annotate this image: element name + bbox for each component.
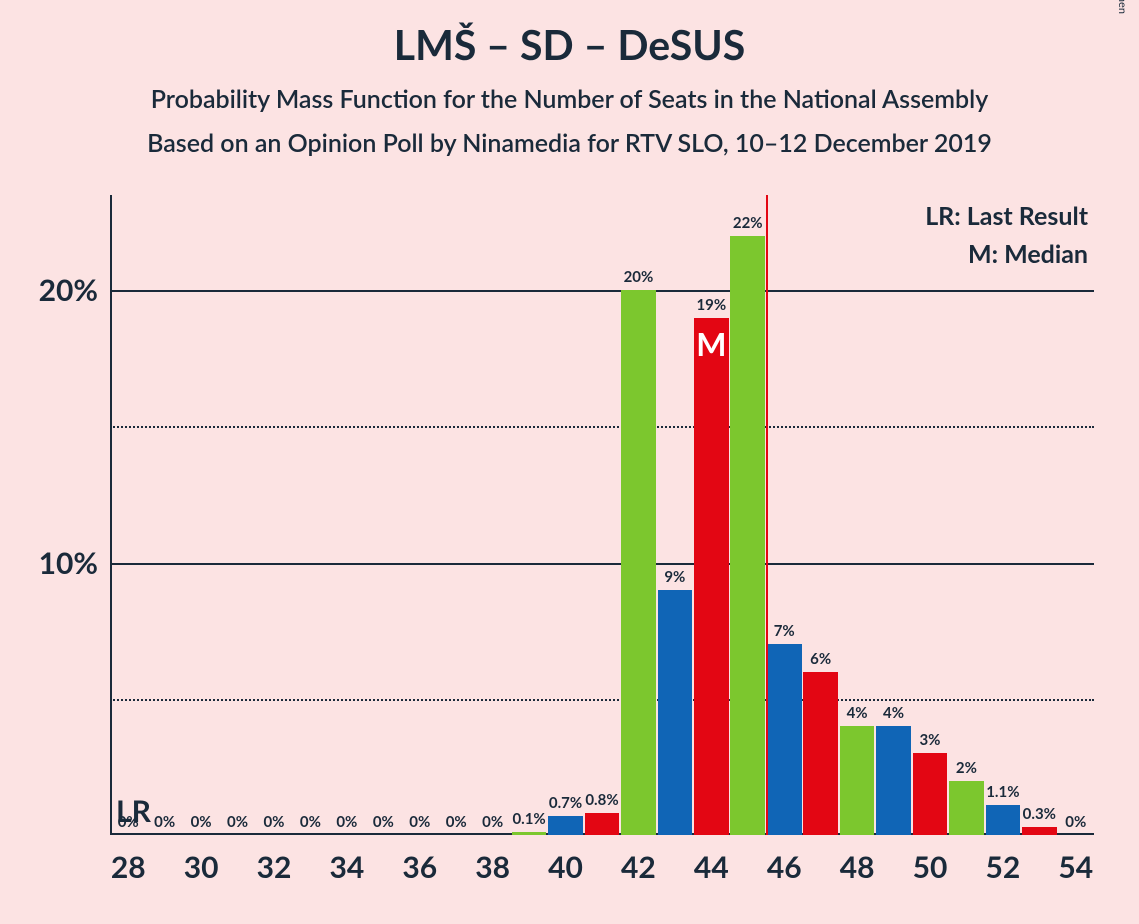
chart-subtitle-1: Probability Mass Function for the Number… [0, 84, 1139, 114]
bar-label: 0% [373, 813, 394, 831]
x-tick-label: 46 [767, 849, 802, 885]
bar-label: 19% [696, 296, 726, 314]
chart-subtitle-2: Based on an Opinion Poll by Ninamedia fo… [0, 128, 1139, 158]
bar: 1.1% [986, 805, 1021, 835]
bar: 9% [658, 590, 693, 835]
bar: 0.8% [585, 813, 620, 835]
bar-label: 0% [263, 813, 284, 831]
bar-label: 1.1% [986, 783, 1019, 801]
bar-label: 0% [482, 813, 503, 831]
gridline-minor [110, 699, 1094, 701]
bar: 7% [767, 644, 802, 835]
bar-label: 4% [847, 704, 868, 722]
x-tick-label: 54 [1058, 849, 1093, 885]
bar-label: 0.1% [512, 810, 545, 828]
x-tick-label: 36 [402, 849, 437, 885]
bar: 22% [730, 236, 765, 835]
bar-label: 20% [624, 268, 654, 286]
bar-label: 0% [446, 813, 467, 831]
gridline-major [110, 563, 1094, 565]
bar: 2% [949, 781, 984, 835]
x-tick-label: 50 [913, 849, 948, 885]
x-tick-label: 34 [329, 849, 364, 885]
bar-label: 0.3% [1023, 805, 1056, 823]
bar-label: 0% [227, 813, 248, 831]
x-tick-label: 32 [257, 849, 292, 885]
y-tick-label: 20% [39, 272, 98, 308]
median-vertical-line [766, 195, 768, 835]
bar-label: 3% [919, 731, 940, 749]
gridline-major [110, 290, 1094, 292]
bar: 20% [621, 290, 656, 835]
bar: 6% [803, 672, 838, 835]
bar-label: 0% [409, 813, 430, 831]
x-tick-label: 44 [694, 849, 729, 885]
credits-text: © 2019 Filip van Laenen [1116, 0, 1129, 14]
x-tick-label: 52 [985, 849, 1020, 885]
bar-label: 22% [733, 214, 763, 232]
bar-label: 0% [191, 813, 212, 831]
x-tick-label: 38 [475, 849, 510, 885]
bar-label: 0% [336, 813, 357, 831]
gridline-minor [110, 426, 1094, 428]
chart-container: { "title": "LMŠ – SD – DeSUS", "subtitle… [0, 0, 1139, 924]
x-tick-label: 40 [548, 849, 583, 885]
bar-label: 6% [810, 650, 831, 668]
bar-label: 0% [1065, 813, 1086, 831]
median-marker: M [696, 324, 726, 363]
last-result-label: LR [116, 793, 151, 829]
x-tick-label: 42 [621, 849, 656, 885]
bar-label: 0% [154, 813, 175, 831]
bar-label: 2% [956, 759, 977, 777]
bar: 0.1% [512, 832, 547, 835]
legend-median: M: Median [968, 239, 1088, 269]
bar-label: 7% [774, 622, 795, 640]
bar: 4% [876, 726, 911, 835]
y-tick-label: 10% [39, 545, 98, 581]
bar: 0.3% [1022, 827, 1057, 835]
x-tick-label: 48 [840, 849, 875, 885]
bar: 4% [840, 726, 875, 835]
bar-label: 0.7% [549, 794, 582, 812]
plot-area: 10%20%28303234363840424446485052540%0%0%… [110, 195, 1094, 835]
bar-label: 9% [664, 568, 685, 586]
bar: 0.7% [548, 816, 583, 835]
x-tick-label: 30 [184, 849, 219, 885]
bar-label: 0% [300, 813, 321, 831]
legend-last-result: LR: Last Result [925, 201, 1088, 231]
bar: 3% [913, 753, 948, 835]
bar-label: 4% [883, 704, 904, 722]
chart-title: LMŠ – SD – DeSUS [0, 20, 1139, 69]
bar-label: 0.8% [585, 791, 618, 809]
bar: 19%M [694, 318, 729, 835]
x-tick-label: 28 [111, 849, 146, 885]
